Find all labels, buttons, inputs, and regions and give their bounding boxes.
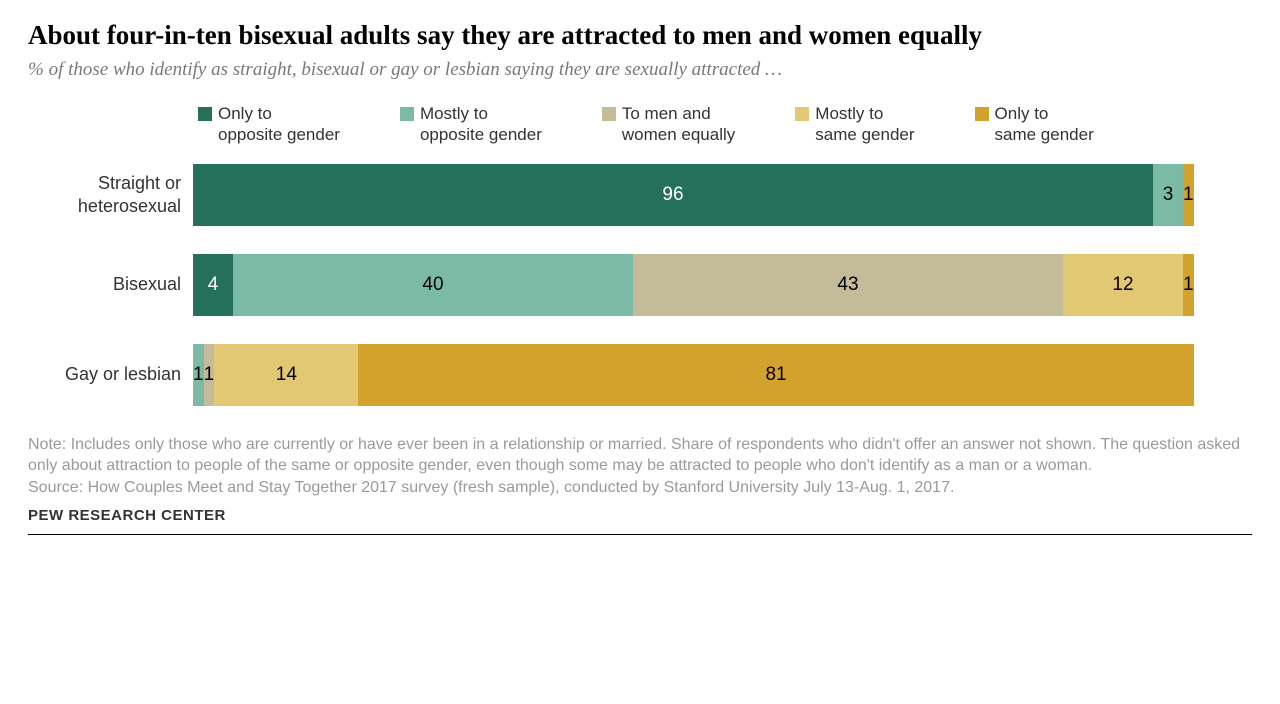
chart-row: Straight orheterosexual9631 [28, 164, 1252, 226]
legend-swatch [198, 107, 212, 121]
legend-label: To men andwomen equally [622, 103, 735, 146]
row-label: Bisexual [28, 273, 193, 296]
stacked-bar-chart: Straight orheterosexual9631Bisexual44043… [28, 164, 1252, 406]
chart-note: Note: Includes only those who are curren… [28, 434, 1252, 477]
bar-segment: 1 [1183, 254, 1194, 316]
legend-item: Mostly toopposite gender [400, 103, 542, 146]
legend-swatch [975, 107, 989, 121]
legend-item: Mostly tosame gender [795, 103, 914, 146]
bar-segment: 14 [214, 344, 358, 406]
bar-segment: 12 [1063, 254, 1183, 316]
legend-label: Only tosame gender [995, 103, 1094, 146]
bar-container: 44043121 [193, 254, 1193, 316]
chart-row: Bisexual44043121 [28, 254, 1252, 316]
bar-segment: 96 [193, 164, 1153, 226]
chart-row: Gay or lesbian111481 [28, 344, 1252, 406]
legend-swatch [795, 107, 809, 121]
chart-title: About four-in-ten bisexual adults say th… [28, 20, 1252, 51]
legend-item: Only tosame gender [975, 103, 1094, 146]
bottom-rule [28, 534, 1252, 535]
bar-segment: 4 [193, 254, 233, 316]
legend: Only toopposite gender Mostly toopposite … [198, 103, 1252, 146]
bar-segment: 40 [233, 254, 633, 316]
bar-segment: 3 [1153, 164, 1183, 226]
legend-label: Mostly toopposite gender [420, 103, 542, 146]
legend-label: Only toopposite gender [218, 103, 340, 146]
bar-segment: 43 [633, 254, 1063, 316]
bar-segment: 1 [193, 344, 204, 406]
legend-item: Only toopposite gender [198, 103, 340, 146]
chart-subtitle: % of those who identify as straight, bis… [28, 59, 1252, 81]
legend-item: To men andwomen equally [602, 103, 735, 146]
legend-swatch [400, 107, 414, 121]
bar-segment: 1 [1183, 164, 1194, 226]
bar-container: 111481 [193, 344, 1193, 406]
row-label: Straight orheterosexual [28, 172, 193, 217]
legend-swatch [602, 107, 616, 121]
chart-source: Source: How Couples Meet and Stay Togeth… [28, 479, 1252, 497]
bar-segment: 1 [204, 344, 215, 406]
bar-segment: 81 [358, 344, 1193, 406]
legend-label: Mostly tosame gender [815, 103, 914, 146]
bar-container: 9631 [193, 164, 1193, 226]
row-label: Gay or lesbian [28, 363, 193, 386]
attribution: PEW RESEARCH CENTER [28, 507, 1252, 524]
